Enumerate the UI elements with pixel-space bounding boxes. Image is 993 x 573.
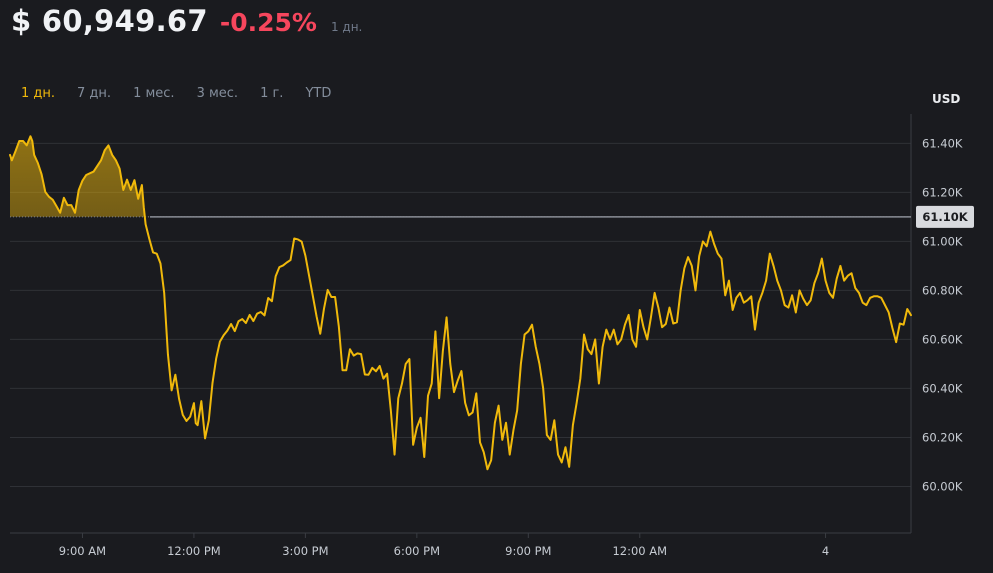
y-tick-label: 60.40K xyxy=(922,381,963,395)
axes xyxy=(10,114,912,538)
y-axis-currency-label: USD xyxy=(932,92,961,106)
price-header: $ 60,949.67 -0.25% 1 дн. xyxy=(11,4,362,48)
y-tick-label: 60.80K xyxy=(922,283,963,297)
area-above-baseline xyxy=(10,136,911,217)
y-tick-label: 60.60K xyxy=(922,332,963,346)
price-line-layer xyxy=(9,135,912,471)
x-tick-label: 3:00 PM xyxy=(282,544,328,558)
timeframe-tabs: 1 дн. 7 дн. 1 мес. 3 мес. 1 г. YTD xyxy=(10,84,342,103)
baseline-value-badge: 61.10K xyxy=(916,205,974,228)
x-tick-label: 6:00 PM xyxy=(394,544,440,558)
y-tick-label: 60.20K xyxy=(922,430,963,444)
price-change: -0.25% xyxy=(219,8,317,37)
y-tick-label: 61.40K xyxy=(922,136,963,150)
x-tick-label: 9:00 AM xyxy=(59,544,106,558)
grid-lines xyxy=(10,142,911,487)
tab-1-month[interactable]: 1 мес. xyxy=(133,86,175,101)
x-tick-label: 12:00 PM xyxy=(167,544,221,558)
tab-1-year[interactable]: 1 г. xyxy=(260,86,284,101)
x-tick-label: 4 xyxy=(822,544,829,558)
area-fill xyxy=(10,136,911,217)
y-tick-label: 60.00K xyxy=(922,479,963,493)
current-price: $ 60,949.67 xyxy=(11,4,208,38)
y-tick-label: 61.00K xyxy=(922,234,963,248)
tab-ytd[interactable]: YTD xyxy=(305,86,332,101)
tab-3-months[interactable]: 3 мес. xyxy=(196,86,239,101)
tab-1-day[interactable]: 1 дн. xyxy=(21,86,56,101)
price-line xyxy=(9,135,912,471)
y-tick-label: 61.20K xyxy=(922,185,963,199)
change-period: 1 дн. xyxy=(330,20,363,34)
x-tick-label: 9:00 PM xyxy=(505,544,551,558)
tick-labels: 61.40K 61.20K 61.00K 60.80K 60.60K 60.40K 60.2… xyxy=(59,136,963,558)
baseline: 61.10K xyxy=(10,205,974,228)
tab-7-days[interactable]: 7 дн. xyxy=(77,86,112,101)
x-tick-label: 12:00 AM xyxy=(612,544,667,558)
baseline-value-label: 61.10K xyxy=(922,210,968,224)
